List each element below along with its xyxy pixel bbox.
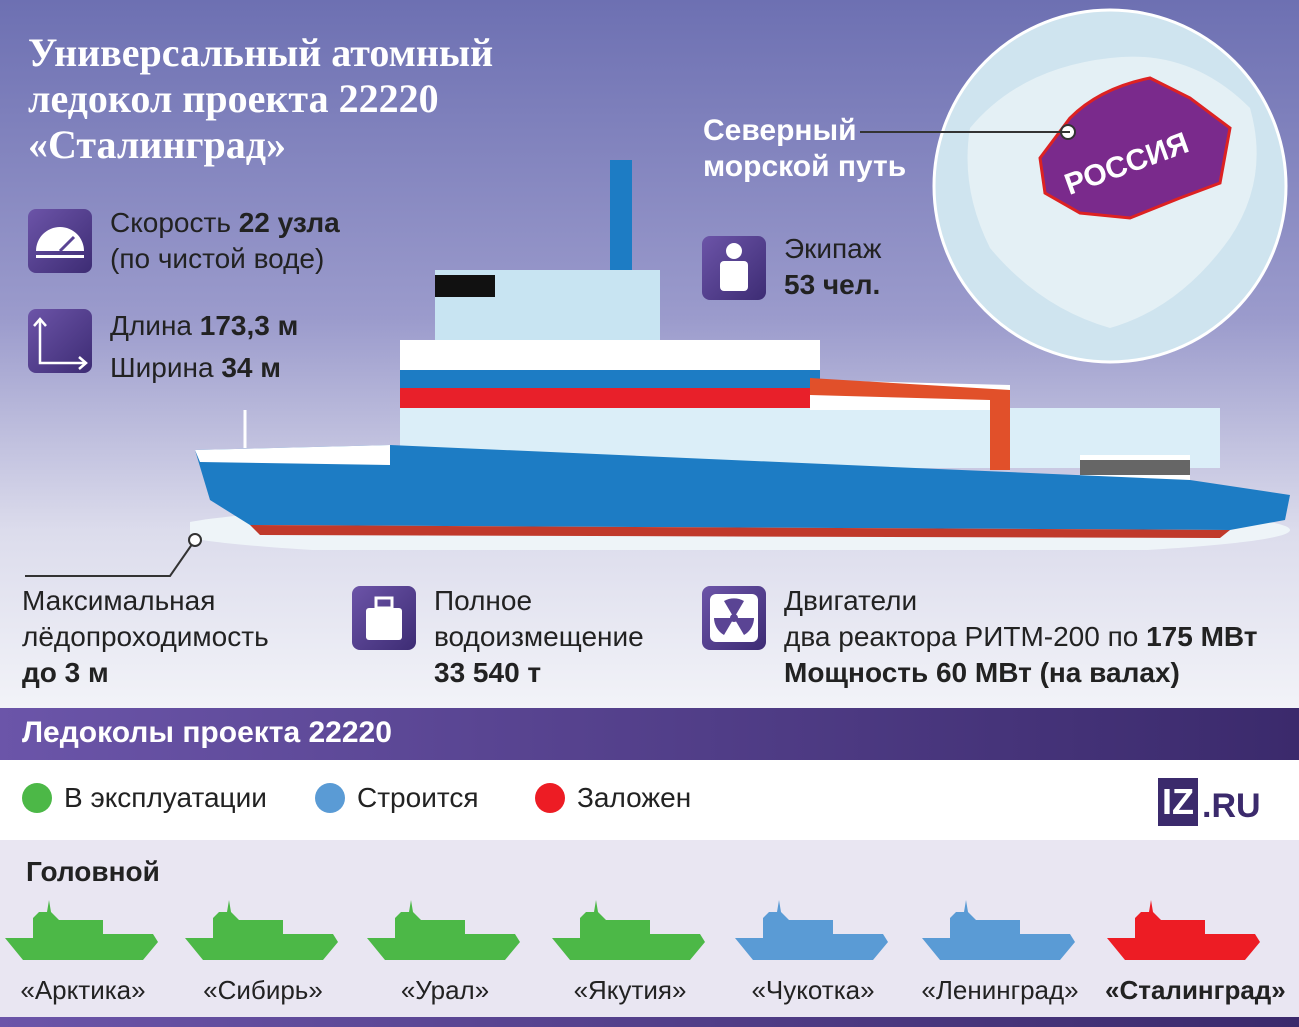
person-icon bbox=[702, 236, 766, 300]
ship-silhouette-icon bbox=[1107, 900, 1260, 960]
bottom-bar bbox=[0, 1017, 1299, 1027]
section-header: Ледоколы проекта 22220 bbox=[0, 708, 1299, 760]
speed-feature: Скорость 22 узла (по чистой воде) bbox=[110, 207, 340, 274]
radiation-icon bbox=[702, 586, 766, 650]
legend-item-laid-down: Заложен bbox=[535, 782, 691, 814]
ship-name: «Урал» bbox=[400, 975, 490, 1005]
ships-section: Головной «Арктика» «Сибирь» «Урал» «Якутия»… bbox=[0, 840, 1299, 1017]
ice-leader-line bbox=[25, 533, 202, 577]
section-title: Ледоколы проекта 22220 bbox=[22, 716, 392, 749]
ice-feature: Максимальная лёдопроходимость до 3 м bbox=[22, 585, 269, 688]
crew-feature: Экипаж 53 чел. bbox=[784, 233, 882, 300]
speedometer-icon bbox=[28, 209, 92, 273]
legend: В эксплуатации Строится Заложен IZ .RU bbox=[0, 760, 1299, 840]
dimensions-arrows-icon bbox=[28, 309, 92, 373]
ship-silhouette-icon bbox=[552, 900, 705, 960]
route-label-2: морской путь bbox=[703, 150, 907, 183]
page-title: Универсальный атомный ледокол проекта 22… bbox=[28, 30, 494, 167]
ship-silhouette-icon bbox=[5, 900, 158, 960]
ship-name: «Чукотка» bbox=[751, 975, 875, 1005]
ship-item: «Арктика» bbox=[3, 900, 163, 1006]
ship-name: «Ленинград» bbox=[921, 975, 1079, 1005]
ship-item: «Урал» bbox=[365, 900, 525, 1006]
engines-feature: Двигатели два реактора РИТМ-200 по 175 МВ… bbox=[784, 585, 1258, 688]
ship-item: «Ленинград» bbox=[920, 900, 1080, 1006]
globe-map: РОССИЯ bbox=[932, 8, 1288, 364]
ship-silhouette-icon bbox=[735, 900, 888, 960]
ship-name: «Арктика» bbox=[20, 975, 146, 1005]
ship-item: «Чукотка» bbox=[733, 900, 893, 1006]
ship-name: «Якутия» bbox=[573, 975, 687, 1005]
icebreaker-illustration bbox=[190, 160, 1290, 550]
ship-silhouette-icon bbox=[367, 900, 520, 960]
displacement-feature: Полное водоизмещение 33 540 т bbox=[434, 585, 644, 688]
weight-icon bbox=[352, 586, 416, 650]
russia-shape bbox=[1038, 76, 1232, 220]
ship-silhouette-icon bbox=[922, 900, 1075, 960]
lead-ship-label: Головной bbox=[26, 856, 160, 887]
size-feature: Длина 173,3 м Ширина 34 м bbox=[110, 310, 299, 383]
ship-item: «Сталинград» bbox=[1105, 900, 1286, 1006]
ship-item: «Сибирь» bbox=[183, 900, 343, 1006]
ship-silhouette-icon bbox=[185, 900, 338, 960]
legend-item-operating: В эксплуатации bbox=[22, 782, 267, 814]
route-leader-line bbox=[860, 131, 1070, 133]
iz-logo: IZ .RU bbox=[1158, 778, 1261, 826]
ship-item: «Якутия» bbox=[550, 900, 710, 1006]
legend-item-building: Строится bbox=[315, 782, 479, 814]
route-label-1: Северный bbox=[703, 114, 857, 147]
ship-name: «Сталинград» bbox=[1105, 975, 1286, 1005]
ship-name: «Сибирь» bbox=[203, 975, 323, 1005]
